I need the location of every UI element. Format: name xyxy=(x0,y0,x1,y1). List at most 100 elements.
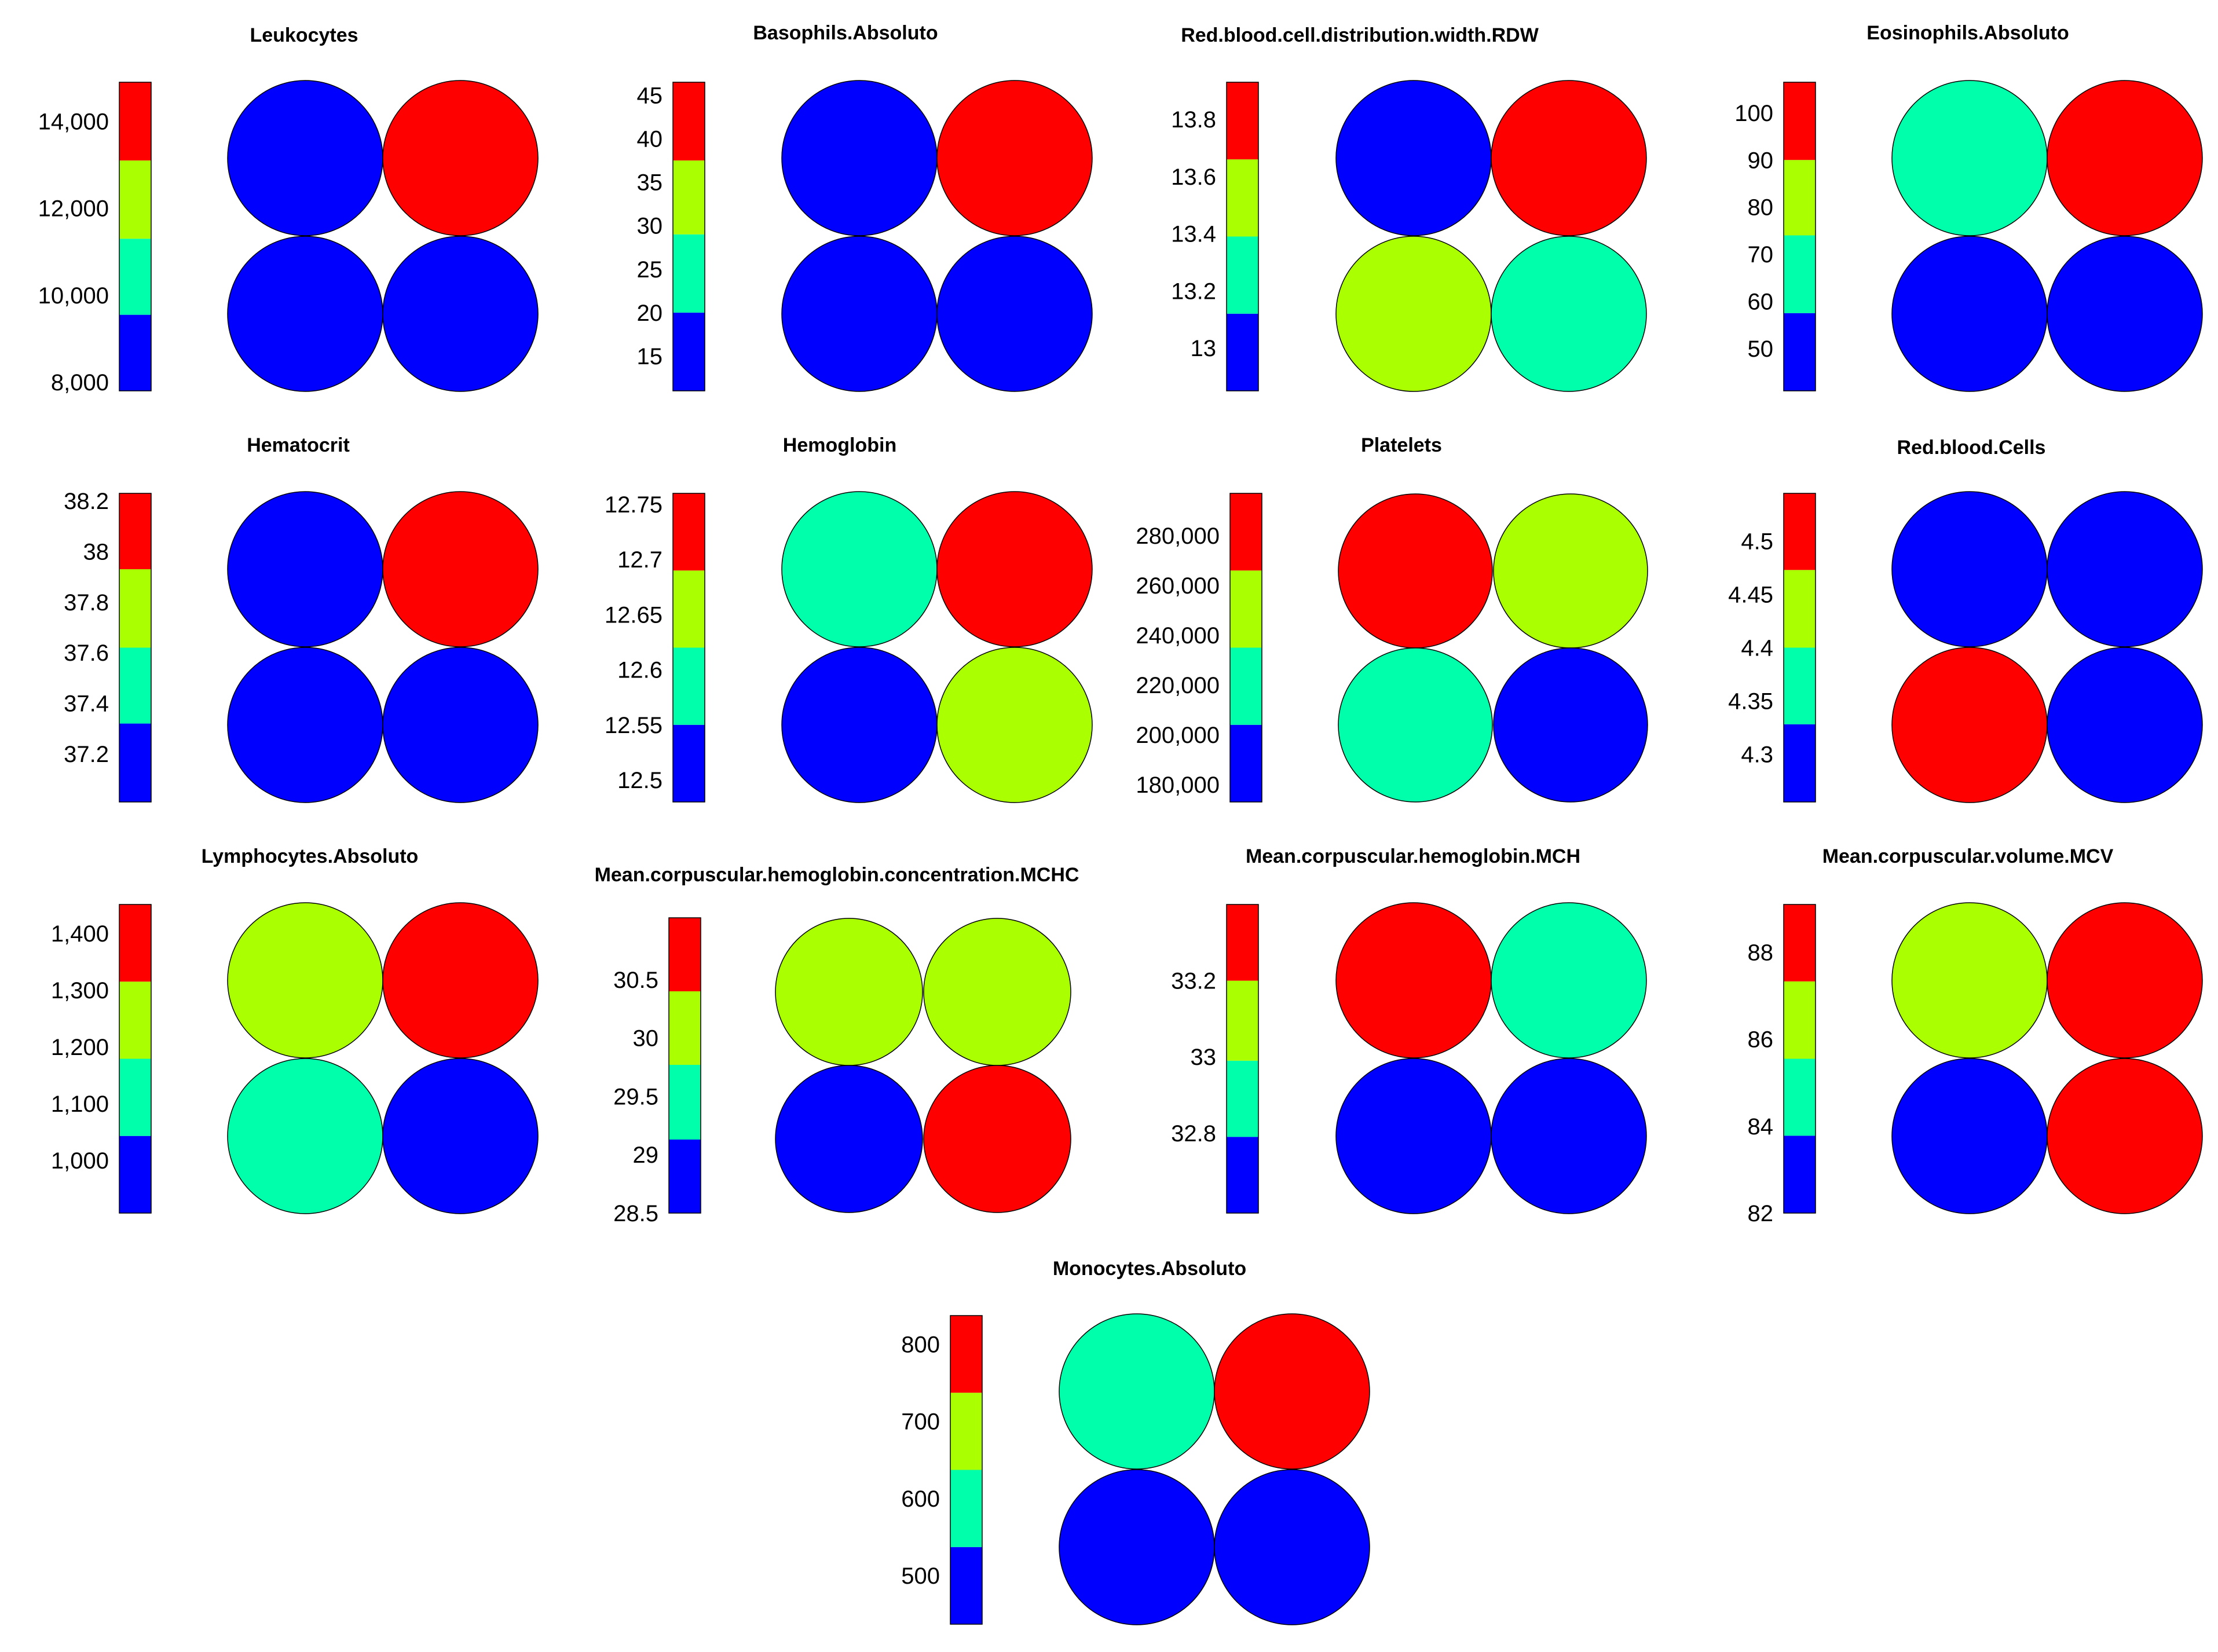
colorbar-segment-cyan xyxy=(669,1064,701,1140)
panel-red-blood-cells: Red.blood.Cells 4.3 4.35 4.4 4.45 4.5 xyxy=(1728,437,2203,803)
cell-circle-bottom-right xyxy=(2047,236,2203,392)
colorbar-tick-label: 29 xyxy=(633,1142,659,1168)
colorbar-tick-label: 1,400 xyxy=(51,921,109,947)
colorbar-tick-label: 80 xyxy=(1748,195,1774,221)
colorbar-tick-label: 200,000 xyxy=(1136,723,1220,748)
colorbar-tick-label: 82 xyxy=(1748,1201,1774,1226)
colorbar-segment-red xyxy=(1784,82,1816,160)
colorbar-segment-red xyxy=(1784,493,1816,570)
colorbar-tick-label: 13.8 xyxy=(1171,107,1216,133)
colorbar-segment-green xyxy=(950,1393,982,1470)
colorbar-tick-label: 40 xyxy=(637,127,663,152)
colorbar-frame xyxy=(1783,82,1816,391)
colorbar-segment-blue xyxy=(950,1547,982,1624)
colorbar-segment-cyan xyxy=(119,1058,151,1136)
cell-circle-bottom-right xyxy=(1214,1469,1370,1625)
colorbar-segment-red xyxy=(673,493,705,571)
colorbar-segment-red xyxy=(119,493,151,570)
colorbar-tick-label: 600 xyxy=(901,1486,940,1512)
colorbar-tick-label: 280,000 xyxy=(1136,523,1220,549)
colorbar-tick-label: 50 xyxy=(1748,336,1774,362)
cell-circle-bottom-right xyxy=(1491,1058,1647,1214)
colorbar-tick-label: 10,000 xyxy=(38,283,109,309)
colorbar-segment-green xyxy=(673,570,705,648)
colorbar-segment-cyan xyxy=(1784,235,1816,313)
colorbar-tick-label: 100 xyxy=(1734,101,1773,126)
colorbar-tick-label: 28.5 xyxy=(613,1201,658,1226)
colorbar-segment-red xyxy=(1227,82,1258,160)
colorbar-tick-label: 37.6 xyxy=(64,640,109,666)
cell-circle-bottom-left xyxy=(781,236,938,392)
panel-mean-corpuscular-hemoglobin-mch: Mean.corpuscular.hemoglobin.MCH 32.8 33 33.… xyxy=(1171,845,1647,1214)
panel-red-blood-cell-distribution-width-rdw: Red.blood.cell.distribution.width.RDW 13 1… xyxy=(1171,24,1647,392)
colorbar-frame xyxy=(1229,493,1262,803)
cell-circle-bottom-right xyxy=(382,236,539,392)
colorbar-segment-green xyxy=(1784,570,1816,648)
panel-title: Eosinophils.Absoluto xyxy=(1866,22,2069,44)
colorbar-segment-cyan xyxy=(1227,1060,1258,1137)
colorbar-segment-blue xyxy=(1227,313,1258,391)
colorbar-tick-label: 12.55 xyxy=(605,713,663,738)
colorbar-tick-label: 12.75 xyxy=(605,492,663,518)
colorbar-segment-green xyxy=(119,569,151,648)
panel-title: Platelets xyxy=(1361,434,1442,456)
cell-circle-bottom-left xyxy=(1335,236,1492,392)
colorbar-segment-green xyxy=(119,160,151,239)
cell-circle-bottom-left xyxy=(1059,1469,1215,1625)
cell-circle-bottom-right xyxy=(936,236,1093,392)
colorbar-segment-green xyxy=(1230,570,1262,648)
cell-circle-bottom-right xyxy=(2047,1058,2203,1214)
colorbar-segment-blue xyxy=(1784,1135,1816,1213)
panel-title: Hematocrit xyxy=(247,434,350,456)
colorbar-segment-cyan xyxy=(119,239,151,315)
panel-title: Red.blood.cell.distribution.width.RDW xyxy=(1181,24,1539,46)
cell-circle-top-left xyxy=(227,902,383,1058)
colorbar-segment-green xyxy=(1227,980,1258,1061)
cell-circle-bottom-right xyxy=(1491,236,1647,392)
cell-circle-bottom-left xyxy=(227,1058,383,1214)
colorbar-tick-label: 12.65 xyxy=(605,602,663,628)
colorbar-frame xyxy=(119,82,152,391)
cell-circle-top-left xyxy=(781,491,938,647)
cell-circle-top-right xyxy=(2047,80,2203,236)
panel-monocytes-absoluto: Monocytes.Absoluto 500 600 700 800 xyxy=(901,1258,1370,1625)
cell-circle-bottom-left xyxy=(1891,1058,2048,1214)
panel-lymphocytes-absoluto: Lymphocytes.Absoluto 1,000 1,100 1,200 1,300… xyxy=(51,845,539,1214)
colorbar-segment-green xyxy=(1784,981,1816,1059)
colorbar-segment-cyan xyxy=(1784,1058,1816,1136)
colorbar-segment-blue xyxy=(1227,1137,1258,1213)
colorbar-tick-label: 1,300 xyxy=(51,978,109,1003)
colorbar-tick-label: 180,000 xyxy=(1136,772,1220,798)
cell-circle-bottom-right xyxy=(936,647,1093,803)
colorbar-tick-label: 220,000 xyxy=(1136,673,1220,698)
cell-circle-bottom-left xyxy=(775,1065,923,1213)
colorbar-segment-cyan xyxy=(1784,647,1816,724)
colorbar-tick-label: 700 xyxy=(901,1409,940,1435)
cell-circle-bottom-right xyxy=(382,647,539,803)
colorbar-segment-blue xyxy=(119,723,151,802)
colorbar-tick-label: 14,000 xyxy=(38,109,109,135)
cell-circle-bottom-right xyxy=(1493,647,1648,803)
panel-mean-corpuscular-hemoglobin-concentration-mchc: Mean.corpuscular.hemoglobin.concentratio… xyxy=(595,864,1079,1226)
colorbar-frame xyxy=(1783,904,1816,1214)
colorbar-tick-label: 13.2 xyxy=(1171,279,1216,304)
cell-circle-bottom-left xyxy=(227,236,383,392)
colorbar-frame xyxy=(119,493,152,803)
cell-circle-bottom-left xyxy=(1891,236,2048,392)
colorbar-segment-green xyxy=(673,160,705,235)
cell-circle-bottom-right xyxy=(382,1058,539,1214)
colorbar-frame xyxy=(668,917,701,1214)
panel-eosinophils-absoluto: Eosinophils.Absoluto 50 60 70 80 90 100 xyxy=(1734,22,2203,392)
colorbar-tick-label: 33 xyxy=(1191,1045,1217,1070)
colorbar-frame xyxy=(119,904,152,1214)
cell-circle-top-left xyxy=(1891,80,2048,236)
colorbar-tick-label: 29.5 xyxy=(613,1084,658,1109)
panel-title: Monocytes.Absoluto xyxy=(1053,1258,1246,1280)
colorbar-tick-label: 1,100 xyxy=(51,1091,109,1117)
cell-circle-top-left xyxy=(1891,902,2048,1058)
colorbar-tick-label: 90 xyxy=(1748,148,1774,173)
colorbar-tick-label: 15 xyxy=(637,344,663,369)
cell-circle-top-right xyxy=(923,918,1071,1066)
colorbar-tick-label: 12.5 xyxy=(617,768,663,793)
